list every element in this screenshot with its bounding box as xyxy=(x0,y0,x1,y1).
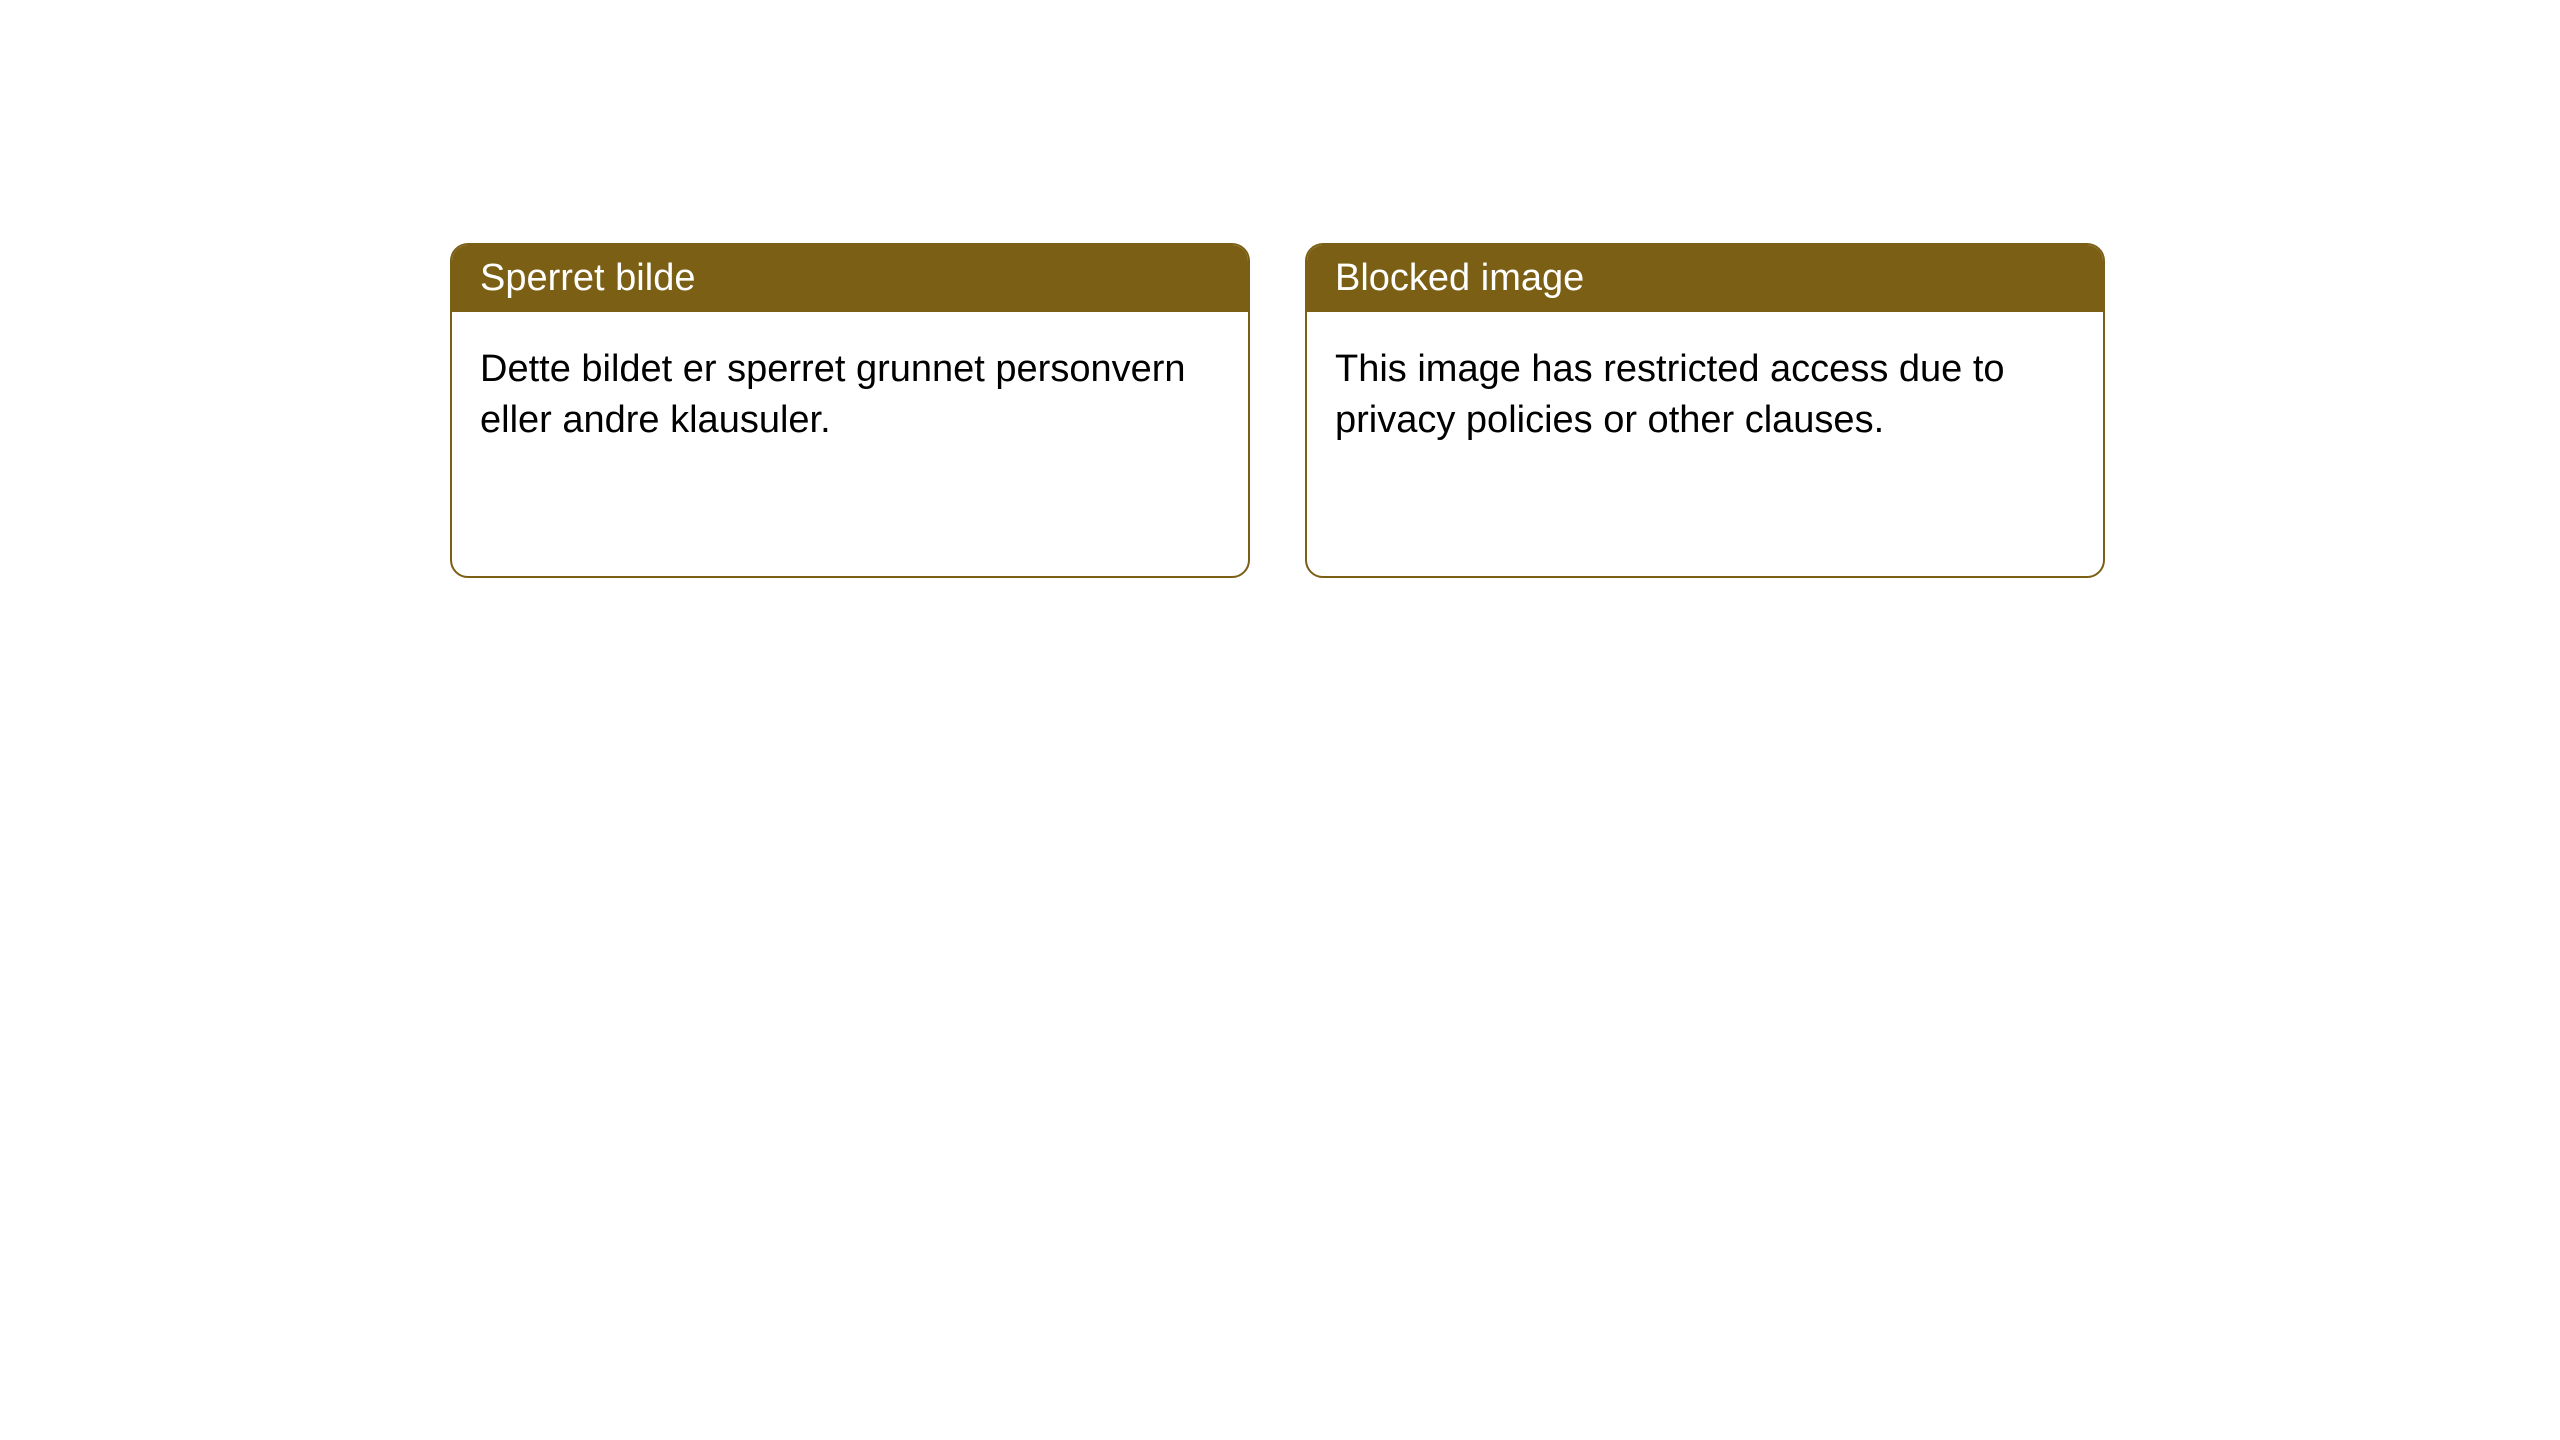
notice-card-english: Blocked image This image has restricted … xyxy=(1305,243,2105,578)
card-body-text: Dette bildet er sperret grunnet personve… xyxy=(480,348,1186,441)
card-header: Blocked image xyxy=(1307,245,2103,312)
card-body: Dette bildet er sperret grunnet personve… xyxy=(452,312,1248,576)
card-header: Sperret bilde xyxy=(452,245,1248,312)
card-body: This image has restricted access due to … xyxy=(1307,312,2103,576)
notice-cards-container: Sperret bilde Dette bildet er sperret gr… xyxy=(450,243,2105,578)
card-body-text: This image has restricted access due to … xyxy=(1335,348,2005,441)
notice-card-norwegian: Sperret bilde Dette bildet er sperret gr… xyxy=(450,243,1250,578)
card-title: Blocked image xyxy=(1335,257,1584,299)
card-title: Sperret bilde xyxy=(480,257,695,299)
